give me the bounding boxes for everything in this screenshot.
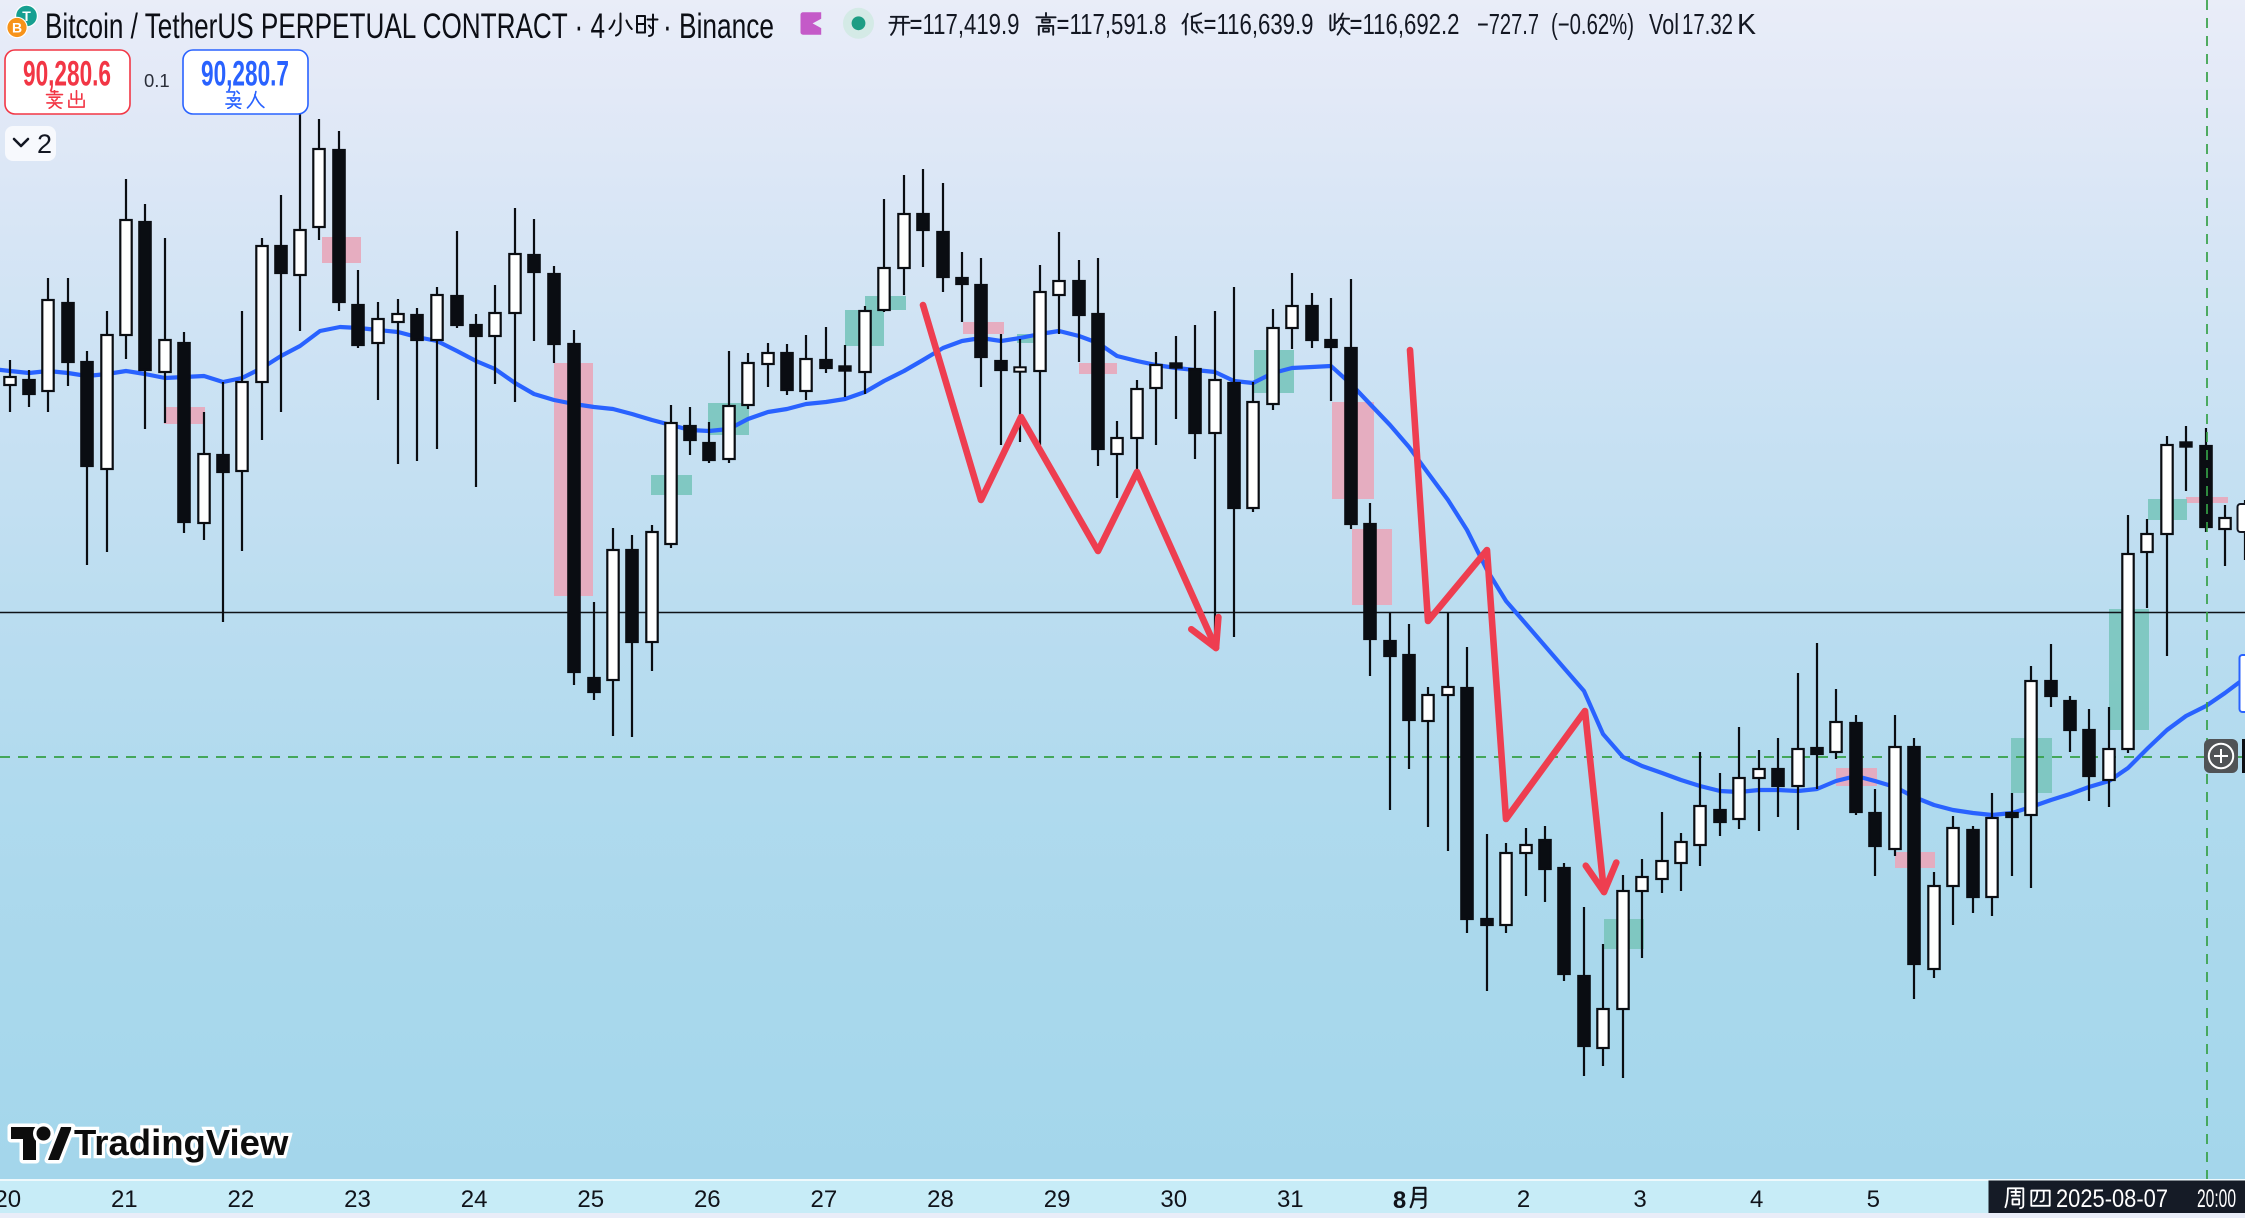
- svg-text:=116,692.2: =116,692.2: [1350, 9, 1460, 41]
- svg-text:22: 22: [228, 1186, 255, 1213]
- svg-text:3: 3: [1633, 1186, 1646, 1213]
- svg-text:−727.7: −727.7: [1477, 9, 1539, 41]
- svg-text:2: 2: [1517, 1186, 1530, 1213]
- svg-text:28: 28: [927, 1186, 954, 1213]
- svg-text:17.32: 17.32: [1682, 9, 1733, 41]
- svg-text:30: 30: [1160, 1186, 1187, 1213]
- svg-text:TradingView: TradingView: [74, 1122, 289, 1163]
- svg-text:8: 8: [1393, 1187, 1406, 1213]
- svg-text:23: 23: [344, 1186, 371, 1213]
- svg-text:21: 21: [111, 1186, 138, 1213]
- svg-text:20:00: 20:00: [2197, 1185, 2236, 1213]
- svg-text:25: 25: [577, 1186, 604, 1213]
- svg-text:Bitcoin / TetherUS PERPETUAL C: Bitcoin / TetherUS PERPETUAL CONTRACT · …: [45, 7, 605, 46]
- svg-text:=116,639.9: =116,639.9: [1204, 9, 1314, 41]
- svg-text:24: 24: [461, 1186, 488, 1213]
- svg-text:4: 4: [1750, 1186, 1763, 1213]
- svg-text:29: 29: [1044, 1186, 1071, 1213]
- svg-text:2: 2: [37, 129, 52, 159]
- svg-text:0.1: 0.1: [144, 70, 170, 91]
- svg-text:26: 26: [694, 1186, 721, 1213]
- svg-text:Vol: Vol: [1649, 9, 1679, 41]
- svg-text:31: 31: [1277, 1186, 1304, 1213]
- svg-text:5: 5: [1867, 1186, 1880, 1213]
- svg-text:2025-08-07: 2025-08-07: [2056, 1185, 2168, 1213]
- svg-text:90,280.6: 90,280.6: [23, 55, 111, 94]
- svg-text:K: K: [1737, 9, 1756, 41]
- svg-text:(−0.62%): (−0.62%): [1551, 9, 1634, 41]
- svg-text:=117,419.9: =117,419.9: [910, 9, 1020, 41]
- svg-text:20: 20: [0, 1186, 21, 1213]
- svg-text:27: 27: [811, 1186, 838, 1213]
- svg-text:B: B: [12, 20, 22, 36]
- svg-text:90,280.7: 90,280.7: [201, 55, 289, 94]
- svg-text:· Binance: · Binance: [663, 7, 774, 46]
- svg-text:=117,591.8: =117,591.8: [1057, 9, 1167, 41]
